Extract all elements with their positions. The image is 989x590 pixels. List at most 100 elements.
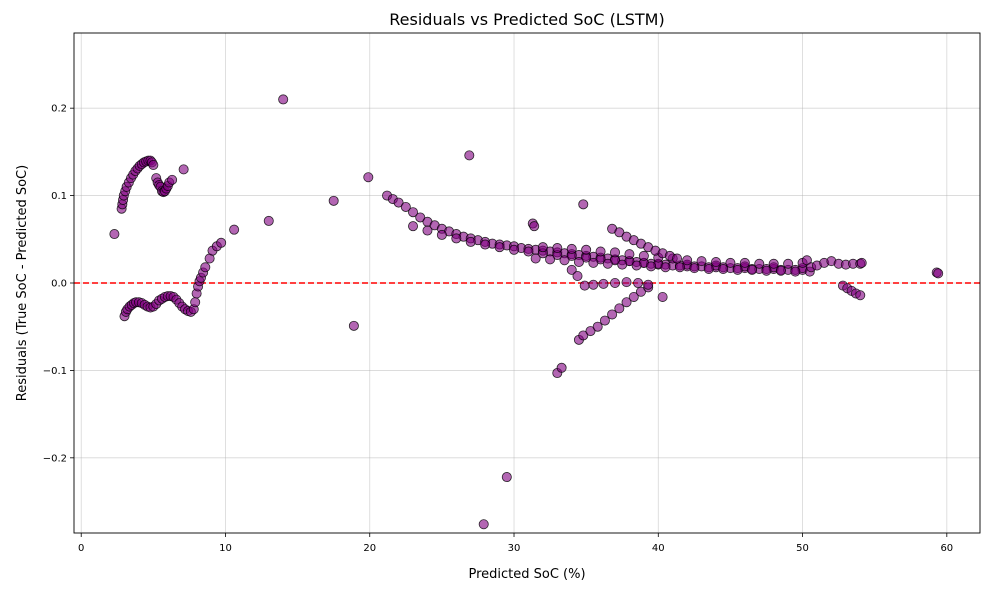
data-point xyxy=(530,253,541,264)
data-point xyxy=(703,264,714,275)
data-point xyxy=(178,164,189,175)
data-point xyxy=(501,472,512,483)
data-point xyxy=(328,195,339,206)
data-point xyxy=(363,172,374,183)
data-point xyxy=(646,261,657,272)
data-point xyxy=(229,224,240,235)
data-points xyxy=(109,94,944,530)
data-point xyxy=(509,244,520,255)
data-point xyxy=(696,256,707,267)
data-point xyxy=(393,197,404,208)
data-point xyxy=(545,254,556,265)
data-point xyxy=(537,242,548,253)
data-point xyxy=(790,266,801,277)
data-point xyxy=(761,265,772,276)
grid-lines xyxy=(74,33,980,533)
axis-ticks: 0 10 20 30 40 50 60 −0.2 −0.1 0.0 0.1 0.2 xyxy=(43,104,953,554)
data-point xyxy=(578,330,589,341)
data-point xyxy=(602,258,613,269)
data-point xyxy=(415,212,426,223)
data-point xyxy=(595,246,606,257)
data-point xyxy=(566,243,577,254)
data-point xyxy=(579,280,590,291)
data-point xyxy=(573,257,584,268)
data-point xyxy=(148,159,159,170)
data-point xyxy=(725,257,736,268)
data-point xyxy=(621,297,632,308)
data-point xyxy=(660,262,671,273)
y-tick-label: 0.1 xyxy=(51,191,67,202)
data-point xyxy=(628,291,639,302)
data-point xyxy=(598,278,609,289)
data-point xyxy=(464,150,475,161)
x-tick-label: 20 xyxy=(363,543,376,554)
data-point xyxy=(588,257,599,268)
data-point xyxy=(566,264,577,275)
data-point xyxy=(408,221,419,232)
data-point xyxy=(682,255,693,266)
data-point xyxy=(572,271,583,282)
y-tick-label: 0.0 xyxy=(51,279,67,290)
chart-title: Residuals vs Predicted SoC (LSTM) xyxy=(389,10,664,29)
data-point xyxy=(768,258,779,269)
data-point xyxy=(585,326,596,337)
x-tick-label: 60 xyxy=(940,543,953,554)
y-tick-label: −0.1 xyxy=(43,366,67,377)
data-point xyxy=(674,262,685,273)
data-point xyxy=(400,201,411,212)
data-point xyxy=(451,233,462,244)
data-point xyxy=(633,277,644,288)
data-point xyxy=(494,242,505,253)
data-point xyxy=(480,239,491,250)
x-tick-label: 40 xyxy=(652,543,665,554)
data-point xyxy=(263,215,274,226)
data-point xyxy=(710,257,721,268)
data-point xyxy=(610,247,621,258)
x-tick-label: 30 xyxy=(508,543,521,554)
data-point xyxy=(610,277,621,288)
x-tick-label: 0 xyxy=(78,543,84,554)
y-tick-label: 0.2 xyxy=(51,104,67,115)
data-point xyxy=(190,297,201,308)
data-point xyxy=(775,265,786,276)
data-point xyxy=(348,320,359,331)
data-point xyxy=(465,236,476,247)
x-axis-title: Predicted SoC (%) xyxy=(468,567,585,582)
data-point xyxy=(739,257,750,268)
data-point xyxy=(529,221,540,232)
data-point xyxy=(732,264,743,275)
data-point xyxy=(200,262,211,273)
data-point xyxy=(592,321,603,332)
data-point xyxy=(643,279,654,290)
data-point xyxy=(617,259,628,270)
data-point xyxy=(552,243,563,254)
data-point xyxy=(657,291,668,302)
data-point xyxy=(614,303,625,314)
data-point xyxy=(624,249,635,260)
data-point xyxy=(638,250,649,261)
x-tick-label: 10 xyxy=(219,543,232,554)
data-point xyxy=(607,309,618,320)
data-point xyxy=(581,244,592,255)
data-point xyxy=(278,94,289,105)
data-point xyxy=(718,264,729,275)
data-point xyxy=(109,229,120,240)
y-axis-title: Residuals (True SoC - Predicted SoC) xyxy=(15,165,30,401)
data-point xyxy=(422,225,433,236)
data-point xyxy=(599,315,610,326)
data-point xyxy=(933,268,944,279)
data-point xyxy=(167,174,178,185)
data-point xyxy=(631,260,642,271)
data-point xyxy=(436,229,447,240)
data-point xyxy=(689,263,700,274)
data-point xyxy=(783,258,794,269)
data-point xyxy=(614,227,625,238)
data-point xyxy=(556,362,567,373)
y-tick-label: −0.2 xyxy=(43,453,67,464)
data-point xyxy=(635,286,646,297)
data-point xyxy=(754,258,765,269)
data-point xyxy=(578,199,589,210)
data-point xyxy=(855,290,866,301)
